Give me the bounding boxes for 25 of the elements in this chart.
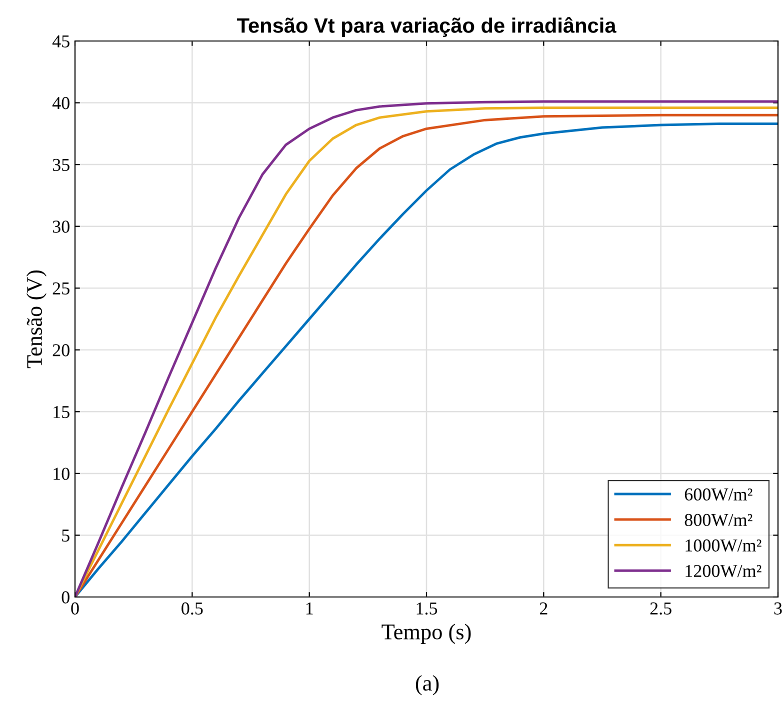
y-tick-label: 5 — [62, 530, 70, 542]
x-tick-label: 2.5 — [650, 602, 672, 615]
chart-title: Tensão Vt para variação de irradiância — [237, 17, 616, 37]
x-tick-label: 0 — [71, 602, 79, 615]
legend-label: 1000W/m² — [686, 539, 762, 552]
legend-label: 1200W/m² — [686, 564, 762, 578]
x-tick-label: 2 — [540, 602, 548, 614]
x-tick-label: 1 — [306, 602, 313, 614]
legend-label: 800W/m² — [684, 514, 752, 526]
x-tick-label: 1.5 — [416, 602, 438, 615]
x-tick-label: 0.5 — [182, 602, 203, 615]
y-tick-label: 10 — [54, 468, 70, 480]
y-tick-label: 40 — [52, 97, 70, 110]
text: (a) — [416, 675, 439, 696]
y-tick-label: 30 — [52, 220, 70, 233]
y-tick-label: 0 — [62, 591, 70, 604]
y-tick-label: 45 — [52, 35, 70, 48]
x-axis-title: Tempo (s) — [382, 624, 471, 644]
y-axis-title: Tensão (V) — [26, 270, 47, 368]
y-tick-label: 15 — [54, 406, 70, 418]
y-tick-label: 20 — [52, 344, 70, 356]
y-tick-label: 35 — [52, 158, 70, 171]
x-tick-label: 3 — [774, 602, 782, 615]
y-tick-label: 25 — [52, 282, 70, 295]
legend-label: 600W/m² — [684, 488, 752, 501]
